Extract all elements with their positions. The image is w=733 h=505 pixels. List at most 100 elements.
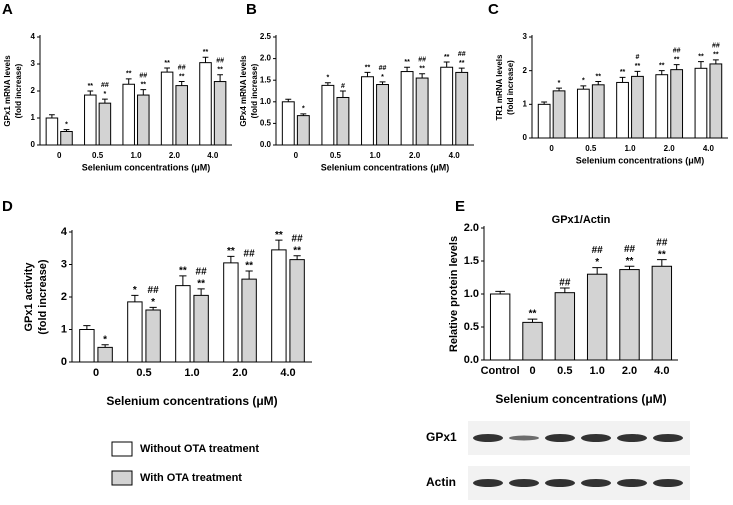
error-bar: [131, 294, 139, 302]
significance-label: ##: [592, 245, 604, 256]
x-tick-label: 0: [93, 367, 99, 379]
x-tick-label: 2.0: [232, 367, 247, 379]
x-tick-label: 0: [57, 151, 62, 160]
significance-label: ##: [244, 249, 256, 260]
y-tick-label: 2: [523, 66, 528, 75]
significance-label: **: [126, 71, 132, 78]
bar: [45, 117, 59, 146]
x-tick-label: 2.0: [664, 144, 676, 153]
significance-label: **: [674, 56, 680, 63]
significance-label: ##: [712, 43, 720, 50]
significance-label: *: [558, 80, 561, 87]
x-axis-label: Selenium concentrations (μM): [82, 162, 211, 172]
error-bar: [49, 114, 55, 118]
y-tick-label: 2: [61, 291, 67, 303]
significance-label: **: [620, 69, 626, 76]
error-bar: [404, 66, 411, 72]
x-tick-label: 0.5: [136, 367, 151, 379]
bar: [655, 74, 669, 139]
bar: [336, 96, 350, 146]
significance-label: **: [635, 63, 641, 70]
bar: [522, 321, 543, 361]
x-tick-label: 1.0: [369, 151, 381, 160]
x-tick-label: 4.0: [207, 151, 219, 160]
error-bar: [458, 67, 465, 73]
error-bar: [179, 275, 187, 286]
bar: [591, 84, 605, 139]
significance-label: *: [103, 334, 107, 345]
y-tick-label: 1: [61, 323, 67, 335]
error-bar: [102, 98, 108, 104]
error-bar: [202, 56, 209, 63]
significance-label: **: [217, 67, 223, 74]
bar: [361, 76, 374, 146]
bar: [552, 90, 566, 139]
y-axis-label: (fold increase): [14, 63, 23, 118]
significance-label: **: [365, 64, 371, 71]
significance-label: ##: [178, 64, 186, 71]
significance-label: *: [595, 257, 599, 268]
error-bar: [275, 239, 283, 250]
significance-label: **: [659, 63, 665, 70]
significance-label: ##: [101, 82, 109, 89]
blot-band: [653, 479, 683, 487]
bar: [440, 66, 454, 146]
legend-label: With OTA treatment: [140, 472, 242, 484]
y-tick-label: 0.0: [260, 140, 272, 149]
bar: [321, 84, 335, 146]
bar: [199, 62, 212, 146]
y-tick-label: 2.0: [464, 222, 479, 234]
panel-label: C: [488, 1, 499, 18]
x-axis-label: Selenium concentrations (μM): [321, 162, 450, 172]
significance-label: #: [341, 83, 345, 90]
bar: [400, 71, 414, 146]
error-bar: [245, 270, 253, 280]
blot-band: [617, 434, 647, 442]
significance-label: **: [245, 261, 253, 272]
error-bar: [712, 59, 719, 64]
significance-label: **: [293, 245, 301, 256]
error-bar: [87, 90, 94, 96]
error-bar: [580, 85, 587, 90]
y-tick-label: 4: [61, 226, 68, 238]
x-tick-label: Control: [481, 365, 520, 377]
error-bar: [140, 89, 147, 96]
error-bar: [324, 82, 331, 86]
significance-label: ##: [458, 51, 466, 58]
y-axis-label: (fold increase): [37, 259, 49, 335]
bar: [651, 265, 673, 361]
y-tick-label: 1.0: [260, 97, 272, 106]
x-tick-label: 0: [529, 365, 535, 377]
bar: [631, 75, 644, 139]
legend-label: Without OTA treatment: [140, 443, 259, 455]
bar: [97, 346, 113, 363]
error-bar: [300, 113, 307, 116]
error-bar: [101, 344, 109, 348]
significance-label: **: [179, 73, 185, 80]
error-bar: [541, 101, 548, 105]
bar: [281, 101, 295, 146]
bar: [193, 294, 209, 363]
blot-band: [617, 479, 647, 487]
bar: [175, 285, 191, 363]
x-tick-label: 2.0: [409, 151, 421, 160]
significance-label: *: [327, 75, 330, 82]
blot-band: [581, 479, 611, 487]
bar: [213, 81, 227, 146]
significance-label: ##: [379, 65, 387, 72]
error-bar: [149, 306, 157, 310]
error-bar: [443, 61, 450, 68]
error-bar: [658, 70, 665, 75]
y-tick-label: 2.5: [260, 32, 272, 41]
significance-label: ##: [559, 278, 571, 289]
bar: [145, 309, 161, 363]
significance-label: ##: [139, 72, 147, 79]
y-tick-label: 1.5: [464, 255, 479, 267]
y-tick-label: 0: [61, 356, 67, 368]
x-tick-label: 0: [549, 144, 554, 153]
legend-swatch: [111, 441, 133, 457]
error-bar: [285, 98, 292, 102]
error-bar: [379, 81, 386, 85]
blot-band: [509, 479, 539, 487]
